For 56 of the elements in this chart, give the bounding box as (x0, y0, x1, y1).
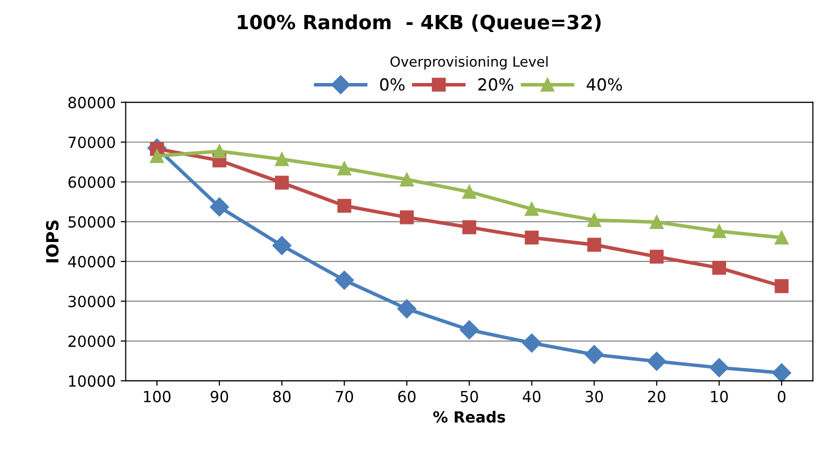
y-tick-label: 70000 (68, 136, 115, 148)
legend-label: 40% (586, 78, 622, 91)
point (274, 152, 289, 166)
legend-label: 0% (380, 78, 405, 91)
point (210, 197, 229, 216)
point (774, 230, 789, 245)
point (524, 202, 539, 216)
x-tick-label: 80 (273, 390, 291, 402)
x-axis-title: % Reads (433, 410, 506, 423)
point (774, 279, 789, 294)
point (337, 198, 352, 213)
y-tick-label: 30000 (68, 296, 115, 308)
x-tick-label: 70 (336, 390, 354, 402)
point (334, 270, 354, 290)
point (337, 161, 352, 176)
x-tick-label: 100 (144, 390, 170, 402)
x-tick-label: 40 (522, 390, 540, 402)
y-tick-label: 60000 (68, 176, 115, 188)
y-tick-label: 50000 (68, 216, 115, 228)
x-tick-label: 30 (586, 390, 603, 402)
point (710, 358, 729, 378)
y-tick-label: 20000 (68, 335, 115, 348)
legend-title: Overprovisioning Level (390, 56, 548, 70)
point (150, 149, 164, 163)
y-tick-label: 80000 (68, 96, 115, 108)
point (712, 224, 726, 238)
point (522, 333, 542, 353)
point (462, 220, 476, 234)
point (524, 230, 539, 245)
point (212, 144, 226, 158)
point (400, 210, 414, 224)
point (650, 215, 664, 230)
point (587, 213, 602, 228)
x-tick-label: 50 (460, 390, 478, 402)
x-tick-label: 20 (648, 390, 666, 402)
x-tick-label: 90 (210, 390, 228, 402)
legend-label: 20% (478, 78, 514, 91)
x-tick-label: 10 (711, 390, 728, 402)
point (400, 172, 414, 186)
y-axis-title: IOPS (46, 220, 59, 262)
point (712, 260, 726, 275)
x-tick-label: 60 (398, 390, 416, 402)
point (772, 363, 792, 381)
point (647, 352, 666, 371)
y-tick-label: 10000 (69, 375, 115, 387)
y-tick-label: 40000 (68, 256, 115, 268)
point (460, 320, 479, 340)
point (650, 250, 664, 264)
point (272, 236, 292, 256)
x-tick-label: 0 (778, 390, 786, 402)
point (584, 345, 604, 364)
point (397, 299, 416, 318)
chart-title: 100% Random - 4KB (Queue=32) (238, 14, 601, 32)
point (462, 184, 476, 199)
point (274, 176, 289, 190)
point (587, 238, 602, 252)
